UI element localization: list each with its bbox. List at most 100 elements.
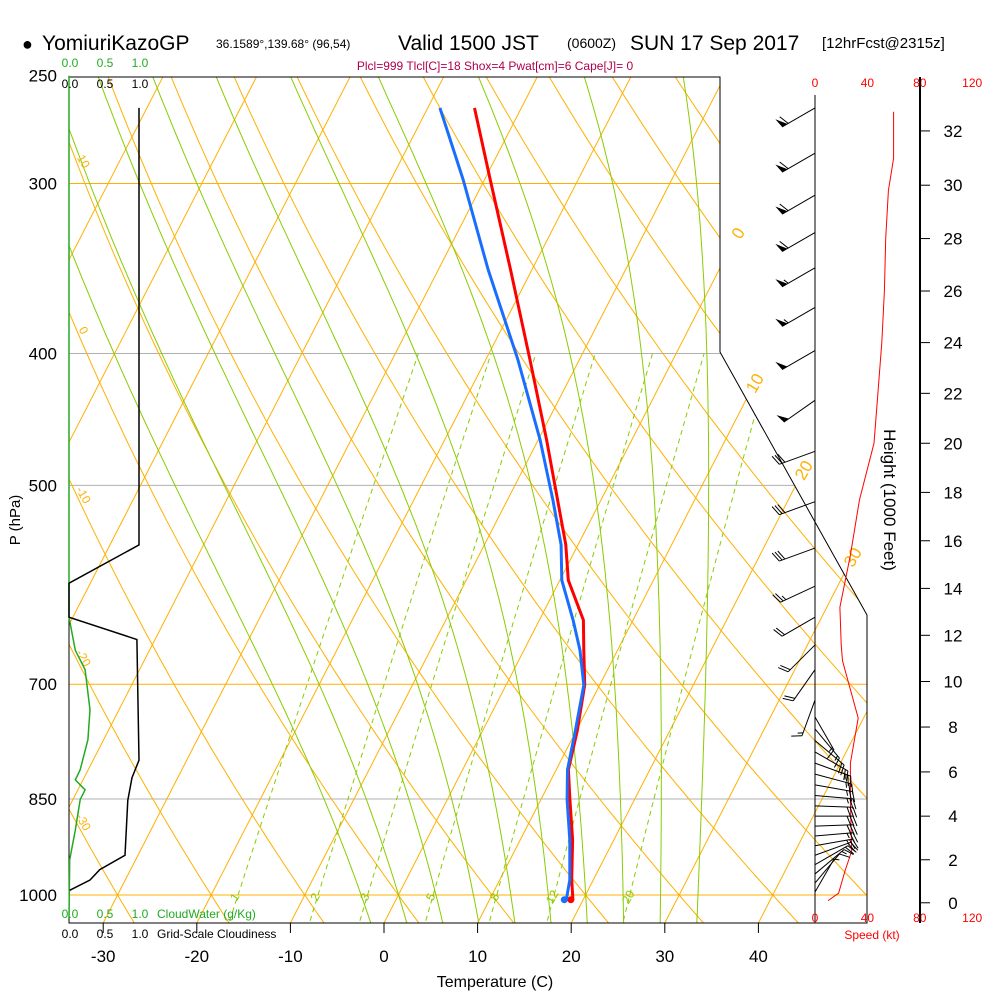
mixing-ratio-label: 1	[227, 890, 243, 903]
moist-adiabat	[279, 77, 553, 923]
cloudiness-tick-label: 0.5	[97, 77, 114, 91]
barb-staff	[814, 845, 849, 866]
height-tick-label: 20	[944, 434, 963, 453]
barb-staff	[781, 232, 816, 253]
barb-feather	[771, 552, 780, 562]
barb-feather	[843, 769, 846, 781]
barb-feather	[771, 506, 780, 516]
dry-adiabat	[845, 77, 867, 923]
barb-pennant	[775, 164, 788, 173]
barb-feather	[779, 116, 789, 124]
plot-border	[68, 76, 868, 924]
mixing-ratio-label: 20	[619, 887, 638, 906]
cloud-panel: 0.0 0.0 0.5 0.5 1.0 1.0 CloudWater (g/Kg) 0.0 0.…	[62, 56, 277, 941]
barb-staff	[814, 716, 835, 751]
barb-staff	[814, 728, 840, 759]
wind-barb	[814, 794, 857, 810]
moist-adiabat	[205, 77, 517, 923]
wind-barb	[782, 669, 816, 702]
barb-feather	[851, 838, 859, 849]
barb-pennant	[775, 206, 788, 215]
wind-barb	[814, 845, 857, 866]
x-tick-label: 30	[655, 947, 674, 966]
wind-barb	[775, 232, 816, 253]
wind-barb	[771, 501, 816, 516]
y-axis-label: P (hPa)	[7, 495, 24, 546]
barb-staff	[781, 152, 816, 173]
barb-feather	[777, 550, 786, 560]
mixing-ratio-label: 5	[423, 890, 439, 903]
height-tick-label: 4	[948, 807, 957, 826]
header-bullet: ●	[22, 34, 33, 54]
barb-feather	[775, 593, 784, 602]
temperature-surface-marker	[567, 896, 575, 904]
mixing-ratio-line	[356, 353, 537, 923]
barb-feather	[845, 770, 849, 782]
dry-adiabat	[533, 77, 867, 923]
barb-staff	[781, 107, 816, 128]
barb-staff	[801, 699, 816, 736]
barb-feather	[777, 504, 786, 513]
cloudiness-tick-label: 0.5	[97, 927, 114, 941]
cloud_water-tick-label: 0.5	[97, 56, 114, 70]
wind-barb	[771, 547, 816, 562]
barb-feather	[852, 832, 859, 843]
height-tick-label: 0	[948, 894, 957, 913]
barb-feather	[774, 505, 783, 514]
wind-barb	[771, 450, 816, 465]
barb-feather	[850, 841, 859, 851]
barb-pennant	[775, 119, 788, 127]
height-tick-label: 8	[948, 718, 957, 737]
barb-pennant	[775, 318, 788, 327]
barb-feather	[848, 790, 853, 802]
isotherm-line	[477, 77, 867, 923]
isotherm-label: 30	[840, 544, 866, 570]
station-coords: 36.1589°,139.68° (96,54)	[216, 37, 350, 51]
isotherm-label: 0	[728, 224, 749, 242]
barb-staff	[781, 194, 816, 215]
cloudiness-tick-label: 0.0	[62, 927, 79, 941]
wind-barb	[814, 849, 854, 875]
wind-panel: 0040408080120120Speed (kt)02468101214161…	[771, 76, 983, 942]
mixing-ratio-line	[486, 353, 653, 923]
barb-half-feather	[833, 858, 840, 861]
barb-staff	[779, 547, 816, 562]
barb-half-feather	[841, 851, 847, 855]
barb-staff	[814, 773, 852, 785]
forecast-info: [12hrFcst@2315z]	[822, 35, 945, 52]
pressure-tick-label: 500	[29, 476, 57, 495]
barb-feather	[852, 798, 857, 810]
sounding-profiles	[438, 107, 587, 904]
cloud_water-tick-label: 0.5	[97, 907, 114, 921]
barb-feather	[846, 806, 852, 818]
isotherm-line	[570, 77, 867, 923]
cloud_water-tick-label: 0.0	[62, 56, 79, 70]
station-name: YomiuriKazoGP	[42, 32, 189, 55]
height-axis-label: Height (1000 Feet)	[880, 429, 899, 571]
cloudiness-label: Grid-Scale Cloudiness	[157, 927, 276, 941]
barb-staff	[814, 832, 853, 837]
barb-staff	[781, 306, 816, 327]
height-tick-label: 26	[944, 282, 963, 301]
wind-barb	[775, 152, 816, 173]
barb-staff	[781, 616, 816, 637]
barb-pennant	[775, 361, 788, 370]
barb-staff	[814, 762, 851, 777]
x-tick-label: 40	[749, 947, 768, 966]
barb-feather	[840, 764, 845, 776]
height-tick-label: 10	[944, 673, 963, 692]
dewpoint-surface-marker	[560, 896, 568, 904]
wind-barb	[776, 399, 816, 423]
pressure-tick-label: 1000	[19, 886, 57, 905]
x-tick-label: 0	[379, 947, 388, 966]
height-tick-label: 2	[948, 851, 957, 870]
height-tick-label: 24	[944, 334, 963, 353]
cloudiness-tick-label: 0.0	[62, 77, 79, 91]
isotherm-line	[69, 77, 266, 923]
barb-half-feather	[828, 747, 833, 752]
speed-tick-label: 0	[812, 911, 819, 925]
height-tick-label: 28	[944, 230, 963, 249]
dry-adiabat	[471, 77, 867, 923]
barb-pennant	[776, 415, 789, 423]
barb-half-feather	[846, 790, 849, 796]
